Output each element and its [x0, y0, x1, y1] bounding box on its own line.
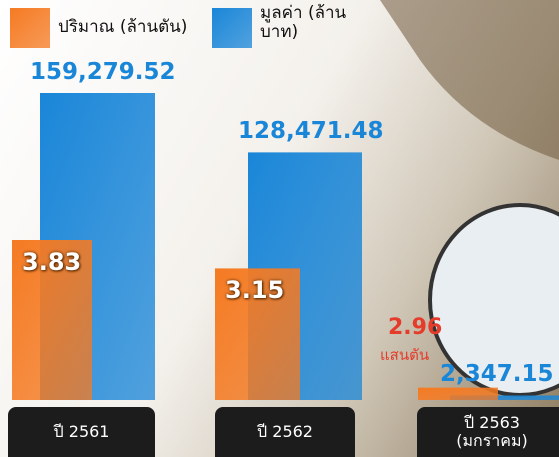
- legend-swatch: [212, 8, 252, 48]
- legend-label: มูลค่า (ล้านบาท): [260, 4, 350, 41]
- background-decoration: [380, 0, 559, 160]
- x-tick-label: ปี 2563 (มกราคม): [442, 407, 542, 457]
- x-tick-label: ปี 2562: [240, 407, 330, 457]
- value-label: 3.83: [22, 248, 81, 276]
- legend-label: ปริมาณ (ล้านตัน): [58, 18, 208, 37]
- value-label: 2,347.15: [440, 361, 554, 387]
- x-tick-label: ปี 2561: [33, 407, 130, 457]
- value-label: 128,471.48: [238, 118, 384, 144]
- value-label: 159,279.52: [30, 59, 176, 85]
- legend-swatch: [10, 8, 50, 48]
- value-label: 2.96: [388, 315, 442, 340]
- value-label: 3.15: [225, 276, 284, 304]
- bar: [418, 388, 498, 400]
- annotation: แสนตัน: [380, 343, 429, 367]
- chart: ปริมาณ (ล้านตัน) มูลค่า (ล้านบาท) 159,279.…: [0, 0, 559, 457]
